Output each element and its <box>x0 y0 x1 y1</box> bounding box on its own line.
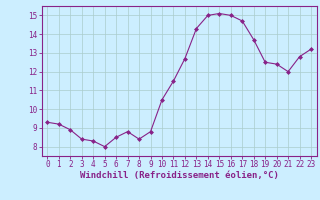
X-axis label: Windchill (Refroidissement éolien,°C): Windchill (Refroidissement éolien,°C) <box>80 171 279 180</box>
